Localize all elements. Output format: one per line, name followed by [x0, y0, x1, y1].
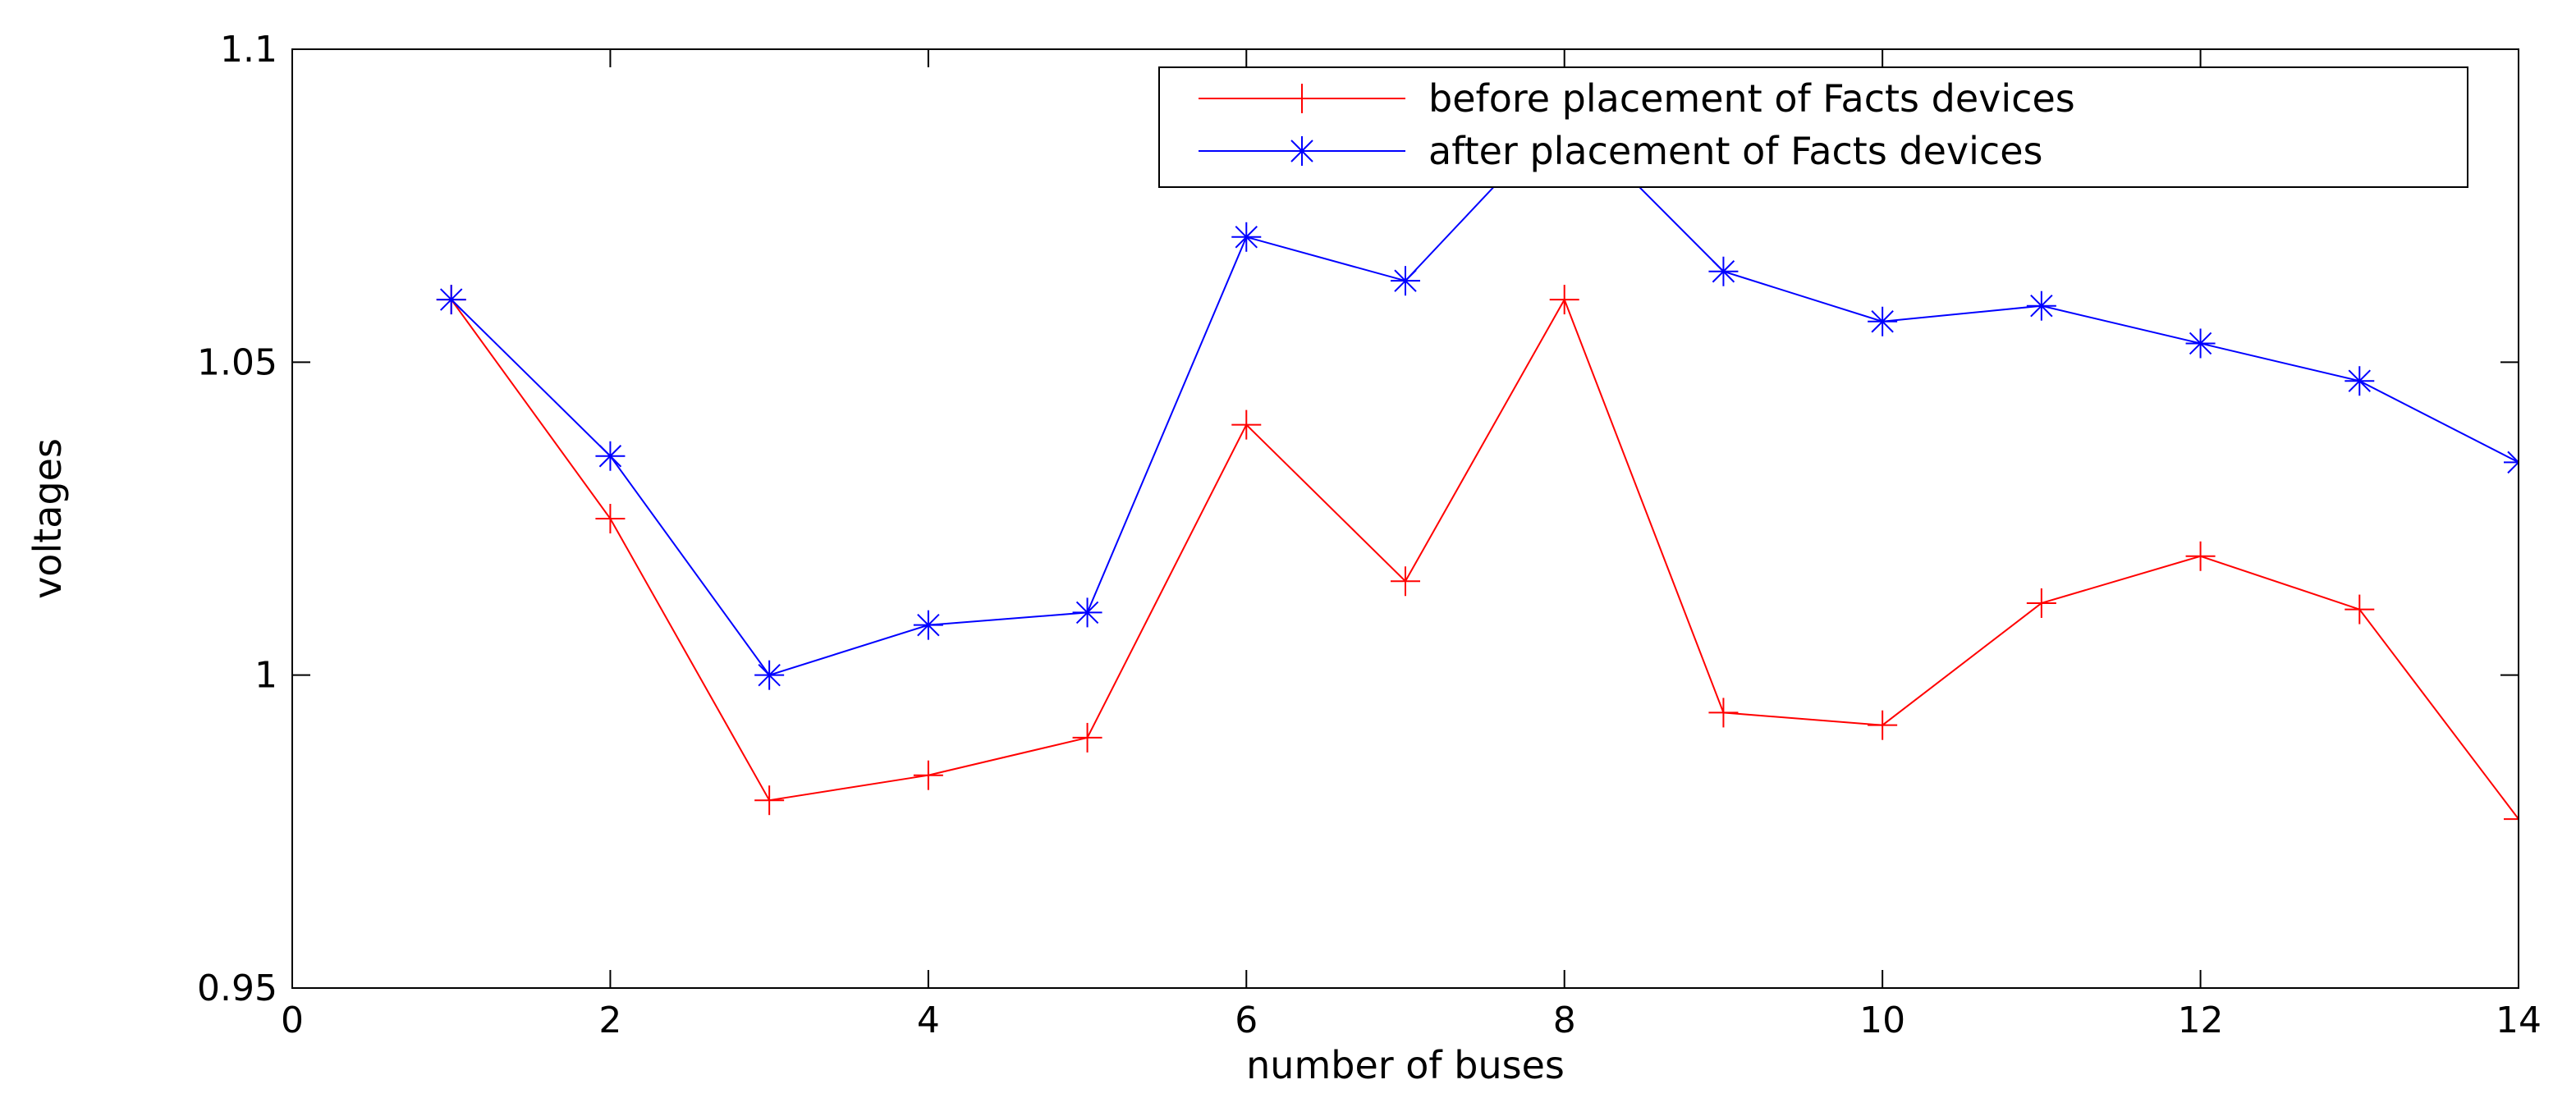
- legend-marker: [1287, 136, 1317, 166]
- data-point: [754, 660, 785, 690]
- data-point: [2504, 804, 2519, 835]
- data-point: [595, 441, 626, 471]
- legend-entry-1: before placement of Facts devices: [1199, 76, 2075, 121]
- series-line: [450, 297, 2519, 820]
- data-point: [2185, 328, 2216, 359]
- x-tick-label: 14: [2496, 1000, 2542, 1041]
- x-axis-ticks: 0 2 4 6 8 10 12 14: [281, 49, 2542, 1041]
- legend-entry-2: after placement of Facts devices: [1199, 129, 2043, 173]
- data-point: [2026, 291, 2056, 321]
- data-point: [1868, 306, 1898, 336]
- data-point: [1231, 409, 1262, 440]
- data-point: [2345, 366, 2375, 396]
- x-tick-label: 4: [917, 1000, 940, 1041]
- data-point: [1391, 566, 1420, 597]
- series-line: [451, 110, 2519, 676]
- y-axis-label: voltages: [25, 438, 70, 599]
- legend: before placement of Facts devices after p…: [1158, 66, 2468, 188]
- legend-box: [1158, 66, 2468, 188]
- data-point: [2345, 594, 2375, 624]
- data-point: [913, 760, 943, 790]
- data-point: [1072, 722, 1102, 753]
- x-tick-label: 10: [1859, 1000, 1905, 1041]
- data-point: [1868, 710, 1898, 740]
- x-tick-label: 2: [598, 1000, 621, 1041]
- data-point: [1391, 266, 1420, 296]
- y-tick-label: 1.05: [197, 341, 277, 383]
- data-point: [1708, 256, 1739, 286]
- x-tick-label: 0: [281, 1000, 304, 1041]
- data-point: [595, 504, 626, 533]
- legend-label: after placement of Facts devices: [1428, 129, 2043, 173]
- y-tick-label: 1.1: [220, 29, 277, 71]
- y-tick-label: 0.95: [197, 968, 277, 1009]
- data-point: [1072, 597, 1102, 628]
- series-layer: [436, 97, 2519, 835]
- data-point: [436, 285, 466, 315]
- y-axis-ticks: 0.95 1 1.05 1.1: [197, 29, 2519, 1009]
- data-point: [2504, 447, 2519, 478]
- legend-label: before placement of Facts devices: [1428, 76, 2075, 121]
- data-point: [2185, 541, 2216, 571]
- data-point: [1231, 222, 1262, 252]
- x-tick-label: 8: [1553, 1000, 1576, 1041]
- plot-frame: [291, 48, 2519, 989]
- data-point: [754, 785, 785, 816]
- data-point: [1549, 285, 1579, 315]
- data-point: [913, 610, 943, 640]
- y-tick-label: 1: [254, 655, 277, 697]
- series-1: [436, 285, 2519, 835]
- x-axis-label: number of buses: [1246, 1043, 1565, 1087]
- x-tick-label: 6: [1235, 1000, 1258, 1041]
- x-tick-label: 12: [2178, 1000, 2224, 1041]
- data-point: [2026, 588, 2056, 618]
- data-point: [1708, 698, 1739, 728]
- legend-marker: [1287, 84, 1317, 113]
